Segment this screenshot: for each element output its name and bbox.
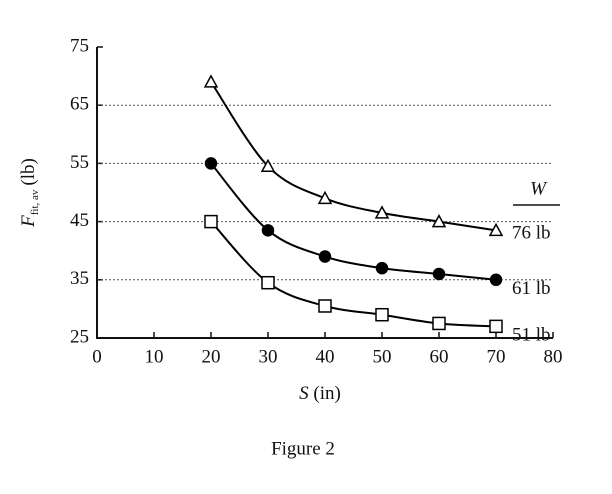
y-tick-label: 35 xyxy=(70,268,89,289)
x-tick-label: 30 xyxy=(259,346,278,367)
y-tick-label: 25 xyxy=(70,326,89,347)
marker xyxy=(204,157,218,170)
marker xyxy=(375,261,389,275)
marker xyxy=(432,267,446,281)
y-tick-label: 45 xyxy=(70,210,89,231)
x-tick-label: 20 xyxy=(202,346,221,367)
series-line xyxy=(210,220,497,328)
marker xyxy=(374,205,390,219)
marker xyxy=(260,158,276,173)
axes xyxy=(96,47,553,339)
x-axis-label: S (in) xyxy=(299,383,341,404)
caption: Figure 2 xyxy=(271,438,335,459)
y-tick-label: 75 xyxy=(70,35,89,56)
y-axis-label: Ffit, av (lb) xyxy=(18,158,40,228)
marker xyxy=(261,224,275,237)
marker xyxy=(204,214,218,229)
y-tick-label: 65 xyxy=(70,94,89,115)
y-label-var: F xyxy=(18,215,39,228)
legend-label: 61 lb xyxy=(512,278,551,299)
x-label-var: S xyxy=(299,383,309,404)
y-label-unit: (lb) xyxy=(18,158,39,185)
legend-title: W xyxy=(530,178,548,199)
legend-label: 51 lb xyxy=(512,325,551,346)
marker xyxy=(432,316,446,331)
marker xyxy=(203,74,219,88)
x-tick-label: 10 xyxy=(145,346,164,367)
marker xyxy=(488,222,504,237)
x-tick-label: 60 xyxy=(430,346,449,367)
x-label-unit: (in) xyxy=(313,383,340,404)
marker xyxy=(261,275,275,290)
x-tick-label: 80 xyxy=(544,346,563,367)
y-tick-label: 55 xyxy=(70,152,89,173)
marker xyxy=(489,319,503,334)
marker xyxy=(318,250,332,263)
x-tick-label: 40 xyxy=(316,346,335,367)
marker xyxy=(318,299,332,313)
marker xyxy=(489,273,503,287)
marker xyxy=(375,307,389,322)
x-tick-label: 70 xyxy=(487,346,506,367)
marker xyxy=(317,190,333,205)
legend-label: 76 lb xyxy=(512,223,551,244)
series-line xyxy=(210,81,497,232)
x-tick-label: 50 xyxy=(373,346,392,367)
x-tick-label: 0 xyxy=(92,346,102,367)
marker xyxy=(431,214,447,228)
y-label-subscript: fit, av xyxy=(29,189,41,215)
